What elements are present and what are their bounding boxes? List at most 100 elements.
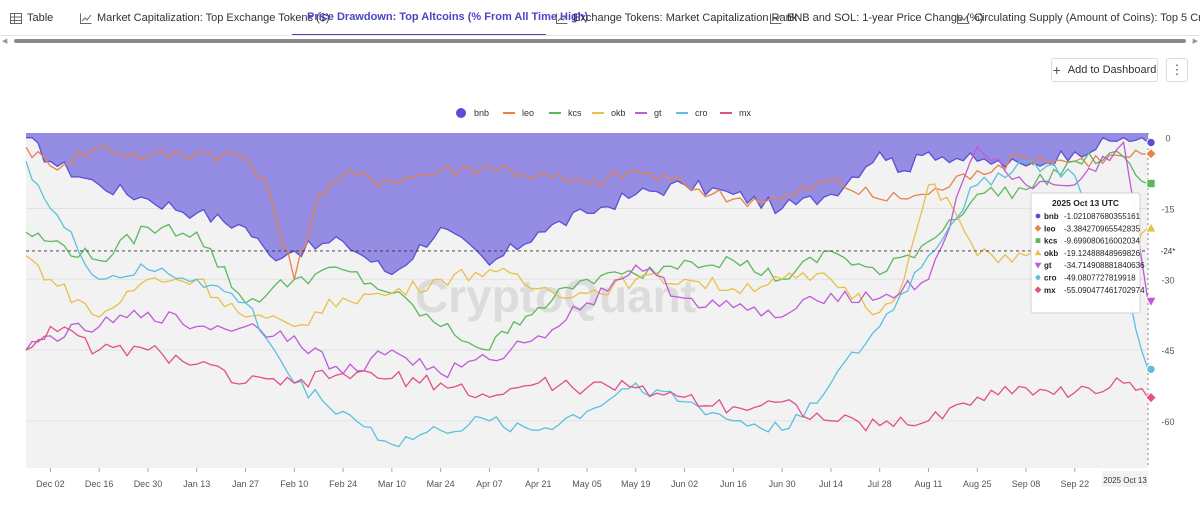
line-chart-icon <box>556 13 568 24</box>
x-tick-label: Mar 10 <box>378 479 406 489</box>
tab-4[interactable]: BNB and SOL: 1-year Price Change (%) <box>770 0 984 35</box>
line-chart-icon <box>80 13 92 24</box>
tooltip-marker <box>1034 249 1042 256</box>
tooltip-marker <box>1035 238 1041 243</box>
crosshair-y-label: -24* <box>1161 247 1176 256</box>
tabs-scrollbar[interactable]: ◀ ▶ <box>0 36 1200 46</box>
tooltip-name: okb <box>1044 249 1058 258</box>
tooltip-value: -55.090477461702974 <box>1064 286 1145 295</box>
add-to-dashboard-button[interactable]: + Add to Dashboard <box>1051 58 1158 82</box>
series-okb-line <box>25 183 1149 328</box>
tooltip-marker <box>1035 213 1041 219</box>
chart-tabs: Table Market Capitalization: Top Exchange… <box>0 0 1200 36</box>
series-cro-line <box>25 160 1149 448</box>
y-tick-label: -15 <box>1161 204 1174 214</box>
tooltip-value: -1.021087680355161 <box>1064 212 1141 221</box>
y-tick-label: -30 <box>1161 275 1174 285</box>
series-gt-line <box>25 141 1149 379</box>
tooltip-row: leo -3.384270965542835 <box>1034 224 1141 233</box>
tooltip-name: mx <box>1044 286 1056 295</box>
x-tick-label: Sep 08 <box>1012 479 1041 489</box>
x-tick-label: May 19 <box>621 479 651 489</box>
scroll-right-icon[interactable]: ▶ <box>1192 38 1198 45</box>
x-tick-label: Sep 22 <box>1061 479 1090 489</box>
legend-label-bnb: bnb <box>474 108 489 118</box>
marker-bnb <box>1146 137 1156 148</box>
scroll-thumb[interactable] <box>14 39 1186 43</box>
y-tick-label: -60 <box>1161 417 1174 427</box>
series-leo-line <box>25 145 1149 280</box>
tab-label: Exchange Tokens: Market Capitalization R… <box>573 12 798 24</box>
tab-2[interactable]: Price Drawdown: Top Altcoins (% From All… <box>292 0 588 35</box>
x-tick-label: Dec 16 <box>85 479 114 489</box>
crosshair-x-label: 2025 Oct 13 <box>1103 476 1147 485</box>
tooltip-row: okb -19.12488848969826 <box>1034 249 1141 258</box>
scroll-left-icon[interactable]: ◀ <box>2 38 8 45</box>
tooltip-box <box>1030 192 1141 314</box>
crosshair: -24* 2025 Oct 13 <box>26 133 1175 487</box>
tab-label: Circulating Supply (Amount of Coins): To… <box>974 12 1200 24</box>
tooltip-row: mx -55.090477461702974 <box>1034 286 1145 295</box>
plus-icon: + <box>1052 62 1061 78</box>
x-tick-label: Jul 14 <box>819 479 843 489</box>
tab-1[interactable]: Market Capitalization: Top Exchange Toke… <box>80 0 330 35</box>
line-chart-icon <box>957 13 969 24</box>
line-chart-icon <box>770 13 782 24</box>
series-bnb-line <box>26 136 1149 276</box>
y-axis: 0 -15 -30 -45 -60 <box>1161 134 1174 427</box>
grid-lines <box>26 137 1148 422</box>
x-axis: Dec 02 Dec 16 Dec 30 Jan 13 Jan 27 Feb 10 Feb … <box>36 468 1089 489</box>
tooltip-row: bnb -1.021087680355161 <box>1035 212 1141 221</box>
series-bnb-area <box>26 133 1148 275</box>
more-options-button[interactable]: ⋮ <box>1166 58 1188 82</box>
marker-kcs <box>1146 178 1156 189</box>
tooltip-row: cro -49.0807727819918 <box>1035 274 1136 283</box>
watermark: CryptoQuant <box>415 270 696 322</box>
marker-mx <box>1145 391 1157 404</box>
tooltip-value: -19.12488848969826 <box>1064 249 1141 258</box>
tooltip-name: leo <box>1044 224 1056 233</box>
x-tick-label: Aug 25 <box>963 479 992 489</box>
marker-okb <box>1144 221 1158 233</box>
series-kcs-line <box>25 150 1149 351</box>
y-tick-label: 0 <box>1165 134 1170 144</box>
x-tick-label: Dec 30 <box>134 479 163 489</box>
kebab-icon: ⋮ <box>1170 62 1184 77</box>
y-tick-label: -45 <box>1161 346 1174 356</box>
tooltip-name: kcs <box>1044 237 1058 246</box>
tab-0[interactable]: Table <box>10 0 54 35</box>
tab-label: BNB and SOL: 1-year Price Change (%) <box>787 12 984 24</box>
tooltip-title: 2025 Oct 13 UTC <box>1052 198 1119 208</box>
legend-label-okb: okb <box>611 108 626 118</box>
legend-label-kcs: kcs <box>568 108 582 118</box>
add-to-dashboard-label: Add to Dashboard <box>1067 64 1157 76</box>
tooltip-marker <box>1034 224 1042 232</box>
x-tick-label: Jun 02 <box>671 479 698 489</box>
x-tick-label: Jun 30 <box>769 479 796 489</box>
x-tick-label: Feb 10 <box>280 479 308 489</box>
plot-background <box>26 133 1148 468</box>
x-tick-label: Jan 13 <box>183 479 210 489</box>
x-tick-label: Feb 24 <box>329 479 357 489</box>
tooltip-row: kcs -9.699080616002034 <box>1035 237 1141 246</box>
tooltip-marker <box>1035 275 1041 280</box>
x-tick-label: Apr 07 <box>476 479 503 489</box>
tab-5[interactable]: Circulating Supply (Amount of Coins): To… <box>957 0 1200 35</box>
tab-label: Table <box>27 12 54 24</box>
x-tick-label: Jan 27 <box>232 479 259 489</box>
tooltip-value: -34.714908881840636 <box>1064 261 1145 270</box>
x-tick-label: Aug 11 <box>915 479 943 489</box>
marker-cro <box>1146 364 1156 374</box>
tab-label: Market Capitalization: Top Exchange Toke… <box>97 12 330 24</box>
tooltip-value: -9.699080616002034 <box>1064 237 1141 246</box>
x-tick-label: Jun 16 <box>720 479 747 489</box>
chart-legend: bnb leo kcs okb gt cro mx <box>456 108 751 118</box>
table-icon <box>10 12 22 24</box>
tab-3[interactable]: Exchange Tokens: Market Capitalization R… <box>556 0 798 35</box>
legend-label-cro: cro <box>695 108 708 118</box>
tooltip-marker <box>1034 286 1042 294</box>
tooltip-name: gt <box>1044 261 1052 270</box>
tooltip-value: -49.0807727819918 <box>1064 274 1136 283</box>
